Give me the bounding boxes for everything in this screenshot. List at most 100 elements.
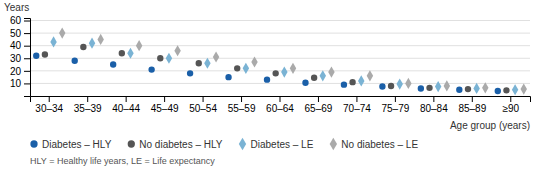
x-tick: 50–54 xyxy=(189,96,217,114)
x-tick-label: 70–74 xyxy=(343,103,371,114)
x-axis: 30–3435–3940–4445–4950–5455–5960–6465–69… xyxy=(31,96,531,114)
points xyxy=(33,28,527,96)
point xyxy=(59,28,65,39)
series xyxy=(50,36,518,95)
x-tick-label: 30–34 xyxy=(35,103,63,114)
point xyxy=(503,87,509,93)
x-tick-mark xyxy=(126,96,127,102)
point xyxy=(379,83,385,89)
point xyxy=(328,67,334,78)
y-tick: 20 xyxy=(10,66,30,77)
y-tick-mark xyxy=(24,71,30,72)
point xyxy=(42,51,48,57)
y-tick-mark xyxy=(24,21,30,22)
point xyxy=(127,48,133,59)
y-tick-label: 20 xyxy=(10,66,22,77)
y-tick-mark xyxy=(24,83,30,84)
x-tick-label: 65–69 xyxy=(305,103,333,114)
x-tick: 70–74 xyxy=(343,96,371,114)
point xyxy=(251,56,257,67)
point xyxy=(234,65,240,71)
x-tick: ≥90 xyxy=(502,96,519,114)
legend: Diabetes – HLYNo diabetes – HLYDiabetes … xyxy=(30,138,418,151)
chart: 10203040506030–3435–3940–4445–4950–5455–… xyxy=(0,0,540,176)
grid-line xyxy=(30,33,530,34)
y-tick-mark xyxy=(24,33,30,34)
grid xyxy=(30,21,530,84)
point xyxy=(148,66,154,72)
y-tick: 50 xyxy=(10,28,30,39)
x-tick: 30–34 xyxy=(35,96,63,114)
series xyxy=(33,53,501,95)
x-tick: 80–84 xyxy=(420,96,448,114)
point xyxy=(405,78,411,89)
point xyxy=(341,81,347,87)
point xyxy=(473,83,479,94)
point xyxy=(225,74,231,80)
y-tick-mark xyxy=(24,46,30,47)
grid-line xyxy=(30,58,530,59)
series xyxy=(42,44,510,94)
point xyxy=(465,86,471,92)
x-tick-mark xyxy=(318,96,319,102)
y-tick-label: 50 xyxy=(10,28,22,39)
point xyxy=(495,88,501,94)
point xyxy=(388,83,394,89)
point xyxy=(213,51,219,62)
grid-line xyxy=(30,70,530,71)
x-tick-mark xyxy=(241,96,242,102)
x-tick-mark xyxy=(356,96,357,102)
grid-line xyxy=(30,20,530,21)
legend-symbol xyxy=(330,138,337,151)
y-tick-label: 30 xyxy=(10,53,22,64)
legend-symbol xyxy=(30,140,37,147)
x-tick-label: 60–64 xyxy=(266,103,294,114)
point xyxy=(349,79,355,85)
y-tick-label: 60 xyxy=(10,15,22,26)
point xyxy=(444,80,450,91)
point xyxy=(97,34,103,45)
x-tick-label: 50–54 xyxy=(189,103,217,114)
x-tick-mark xyxy=(395,96,396,102)
x-axis-line xyxy=(31,97,531,103)
y-axis: 1020 30 4050 60 xyxy=(10,15,31,96)
x-axis-title: Age group (years) xyxy=(450,120,530,131)
legend-item: Diabetes – LE xyxy=(239,138,314,151)
x-tick-mark xyxy=(87,96,88,102)
legend-label: Diabetes – LE xyxy=(251,139,314,150)
x-tick-mark xyxy=(164,96,165,102)
point xyxy=(396,78,402,89)
point xyxy=(166,53,172,64)
x-tick-label: 80–84 xyxy=(420,103,448,114)
x-tick-label: 75–79 xyxy=(381,103,409,114)
x-tick: 45–49 xyxy=(151,96,179,114)
x-tick: 55–59 xyxy=(228,96,256,114)
x-tick-mark xyxy=(203,96,204,102)
grid-line xyxy=(30,83,530,84)
y-tick: 40 xyxy=(10,40,30,51)
x-tick: 75–79 xyxy=(381,96,409,114)
point xyxy=(89,38,95,49)
x-tick-mark xyxy=(510,96,511,102)
x-tick-mark xyxy=(433,96,434,102)
point xyxy=(33,53,39,59)
point xyxy=(119,50,125,56)
point xyxy=(80,44,86,50)
plot: 10203040506030–3435–3940–4445–4950–5455–… xyxy=(10,15,531,114)
x-tick: 60–64 xyxy=(266,96,294,114)
x-tick-label: 35–39 xyxy=(74,103,102,114)
point xyxy=(418,85,424,91)
legend-label: Diabetes – HLY xyxy=(42,139,112,150)
point xyxy=(290,63,296,74)
note: HLY = Healthy life years, LE = Life expe… xyxy=(30,156,215,166)
legend-symbol xyxy=(128,140,135,147)
point xyxy=(320,70,326,81)
point xyxy=(512,84,518,95)
y-axis-line xyxy=(24,19,31,97)
y-tick-label: 10 xyxy=(10,78,22,89)
y-tick-label: 40 xyxy=(10,40,22,51)
point xyxy=(264,76,270,82)
point xyxy=(157,55,163,61)
point xyxy=(136,40,142,51)
x-tick-label: 45–49 xyxy=(151,103,179,114)
